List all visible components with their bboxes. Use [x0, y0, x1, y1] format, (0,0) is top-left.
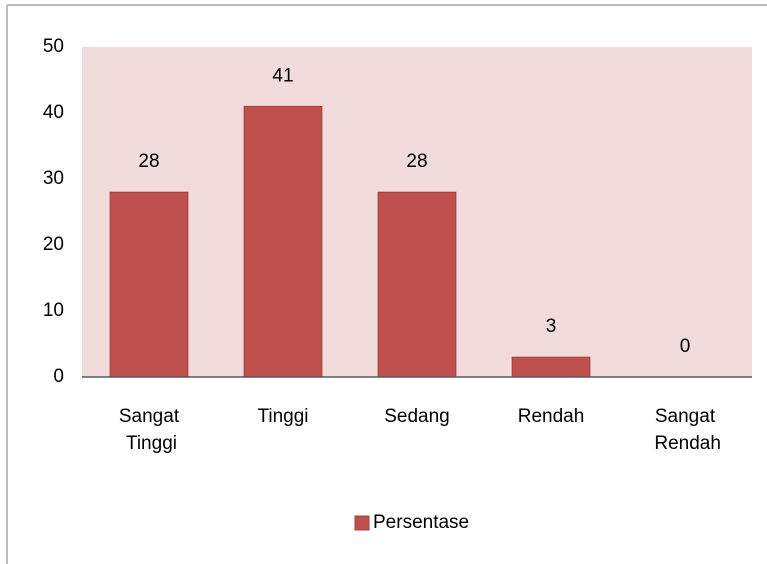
x-tick-label: Sedang	[384, 406, 450, 427]
bar	[377, 191, 457, 378]
legend-label: Persentase	[373, 512, 469, 533]
x-tick-label: Rendah	[518, 406, 585, 427]
data-label: 41	[272, 65, 293, 86]
x-tick-label: Tinggi	[257, 406, 308, 427]
data-label: 28	[406, 151, 427, 172]
bar	[109, 191, 189, 378]
data-label: 0	[680, 336, 691, 357]
data-label: 28	[138, 151, 159, 172]
bar	[243, 105, 323, 378]
bar	[511, 356, 591, 378]
data-label: 3	[546, 316, 557, 337]
x-tick-label: Sangat Tinggi	[119, 406, 180, 454]
x-tick-label: Sangat Rendah	[649, 406, 721, 454]
y-tick-label: 30	[43, 168, 64, 189]
y-tick-label: 0	[53, 366, 64, 387]
y-tick-label: 40	[43, 102, 64, 123]
y-tick-label: 10	[43, 300, 64, 321]
y-tick-label: 20	[43, 234, 64, 255]
legend-swatch	[354, 515, 370, 531]
y-tick-label: 50	[43, 36, 64, 57]
